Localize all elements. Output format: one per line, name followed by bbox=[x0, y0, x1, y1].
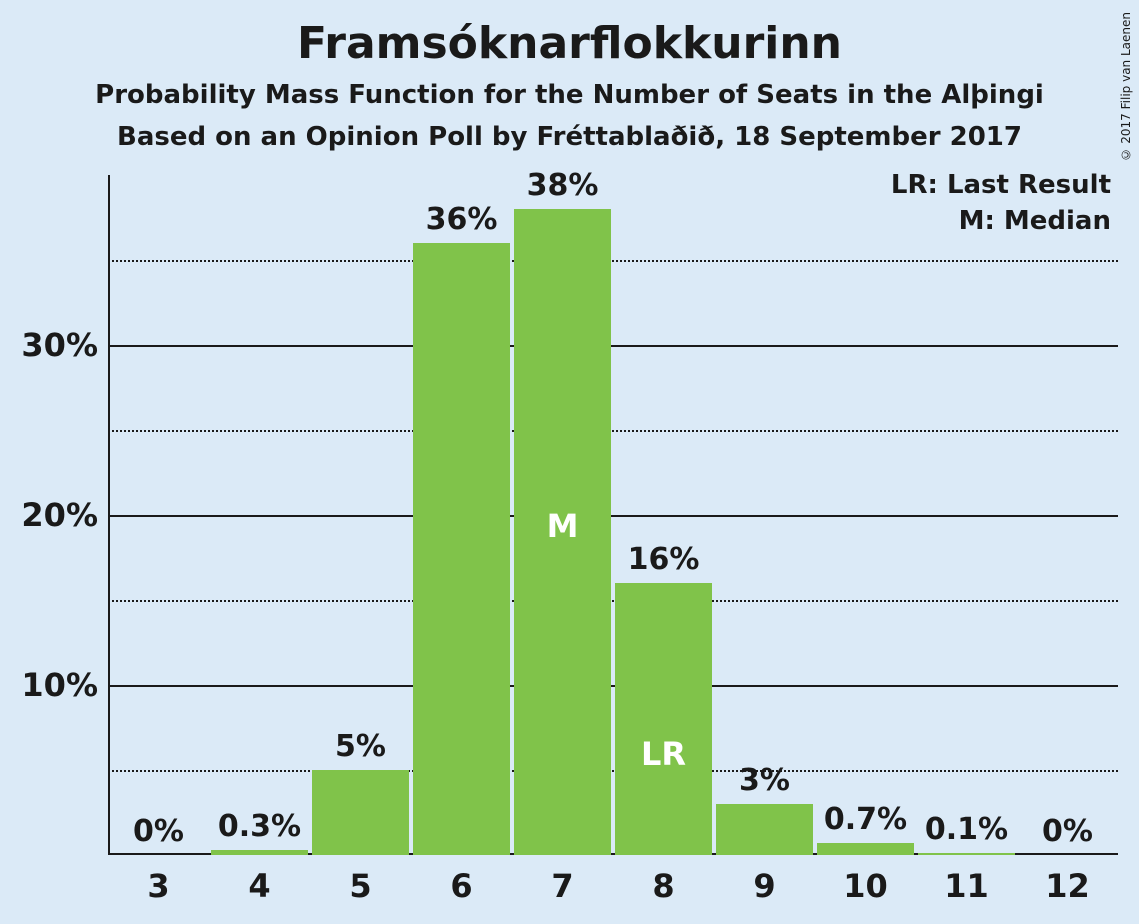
bar-value-label: 0% bbox=[133, 814, 184, 849]
credit-text: © 2017 Filip van Laenen bbox=[1119, 12, 1133, 162]
x-tick-label: 7 bbox=[551, 867, 573, 905]
bar-value-label: 0.1% bbox=[925, 812, 1008, 847]
chart-page: { "title": "Framsóknarflokkurinn", "subt… bbox=[0, 0, 1139, 924]
x-tick-label: 3 bbox=[147, 867, 169, 905]
bar-value-label: 5% bbox=[335, 729, 386, 764]
chart-subtitle-1: Probability Mass Function for the Number… bbox=[0, 80, 1139, 110]
x-tick-label: 12 bbox=[1045, 867, 1090, 905]
x-tick-label: 9 bbox=[753, 867, 775, 905]
bar-fill bbox=[413, 243, 510, 855]
bar-fill bbox=[211, 850, 308, 855]
bar: 3% bbox=[716, 175, 813, 855]
y-tick-label: 20% bbox=[0, 496, 98, 534]
bar: 36% bbox=[413, 175, 510, 855]
x-tick-label: 4 bbox=[248, 867, 270, 905]
chart-subtitle-2: Based on an Opinion Poll by Fréttablaðið… bbox=[0, 122, 1139, 152]
bar-value-label: 0.3% bbox=[218, 809, 301, 844]
x-tick-label: 5 bbox=[349, 867, 371, 905]
bar-value-label: 38% bbox=[527, 168, 599, 203]
bar-value-label: 16% bbox=[628, 542, 700, 577]
bar: 0.1% bbox=[918, 175, 1015, 855]
bar-fill bbox=[817, 843, 914, 855]
bar: 16% LR bbox=[615, 175, 712, 855]
bar-value-label: 0.7% bbox=[824, 802, 907, 837]
bar: 0.7% bbox=[817, 175, 914, 855]
y-tick-label: 30% bbox=[0, 326, 98, 364]
bar: 0.3% bbox=[211, 175, 308, 855]
bar-value-label: 36% bbox=[426, 202, 498, 237]
bar: 0% bbox=[110, 175, 207, 855]
y-tick-label: 10% bbox=[0, 666, 98, 704]
bar-chart: 10%20%30%0%30.3%45%536%638%M716%LR83%90.… bbox=[108, 175, 1118, 855]
x-tick-label: 11 bbox=[944, 867, 989, 905]
bar: 38%M bbox=[514, 175, 611, 855]
bar-fill bbox=[716, 804, 813, 855]
x-tick-label: 6 bbox=[450, 867, 472, 905]
bar-fill bbox=[615, 583, 712, 855]
median-marker: M bbox=[547, 507, 579, 545]
bar-fill bbox=[312, 770, 409, 855]
bar-fill bbox=[918, 853, 1015, 855]
x-tick-label: 8 bbox=[652, 867, 674, 905]
bar-value-label: 0% bbox=[1042, 814, 1093, 849]
bar: 0% bbox=[1019, 175, 1116, 855]
bar-value-label: 3% bbox=[739, 763, 790, 798]
x-tick-label: 10 bbox=[843, 867, 888, 905]
bar: 5% bbox=[312, 175, 409, 855]
chart-title: Framsóknarflokkurinn bbox=[0, 18, 1139, 69]
last-result-marker: LR bbox=[641, 735, 686, 773]
